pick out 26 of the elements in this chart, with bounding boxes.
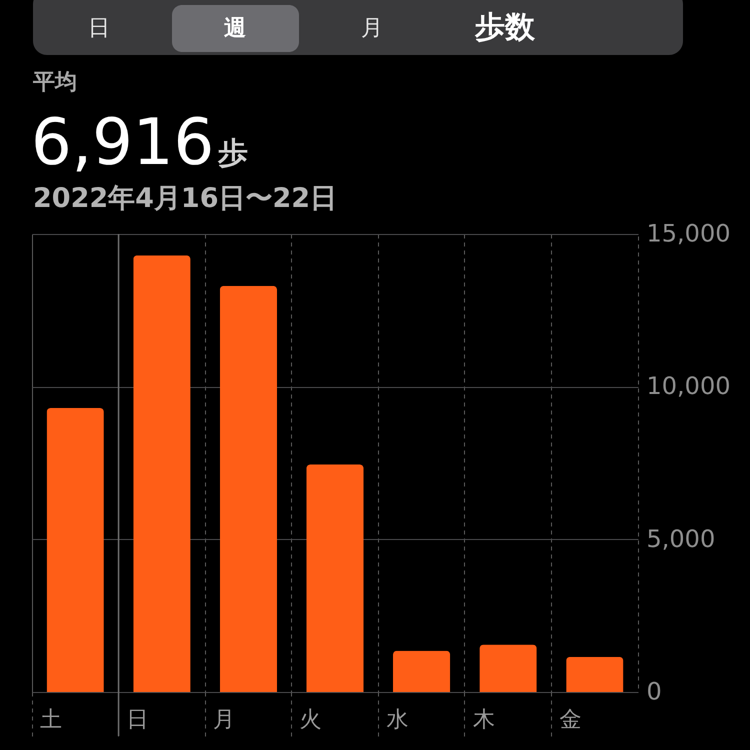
x-tick-label: 月 [213,708,236,732]
bar [306,464,364,692]
bar [220,286,277,692]
y-tick-label: 10,000 [646,372,730,400]
y-tick-label: 0 [646,678,662,706]
text: 週 [224,16,246,41]
bar [480,644,537,692]
text: 6,916 [31,106,214,180]
x-tick-label: 水 [386,708,408,732]
text: 月 [361,16,383,41]
x-tick-label: 日 [126,708,149,732]
y-tick-label: 15,000 [646,220,730,248]
bar [133,255,190,692]
chart-title: 歩数 [474,10,536,45]
bar [393,650,450,692]
chart-subtitle: 2022年4月16日〜22日 [33,183,338,214]
x-tick-label: 火 [300,708,322,732]
text: 平均 [32,70,77,95]
x-tick-label: 木 [472,708,495,732]
bar [46,408,104,692]
x-tick-label: 土 [40,708,62,732]
bar [566,656,624,692]
text: 歩 [217,136,248,171]
x-tick-label: 金 [559,708,582,732]
y-tick-label: 5,000 [646,524,716,553]
text: 日 [88,16,110,41]
